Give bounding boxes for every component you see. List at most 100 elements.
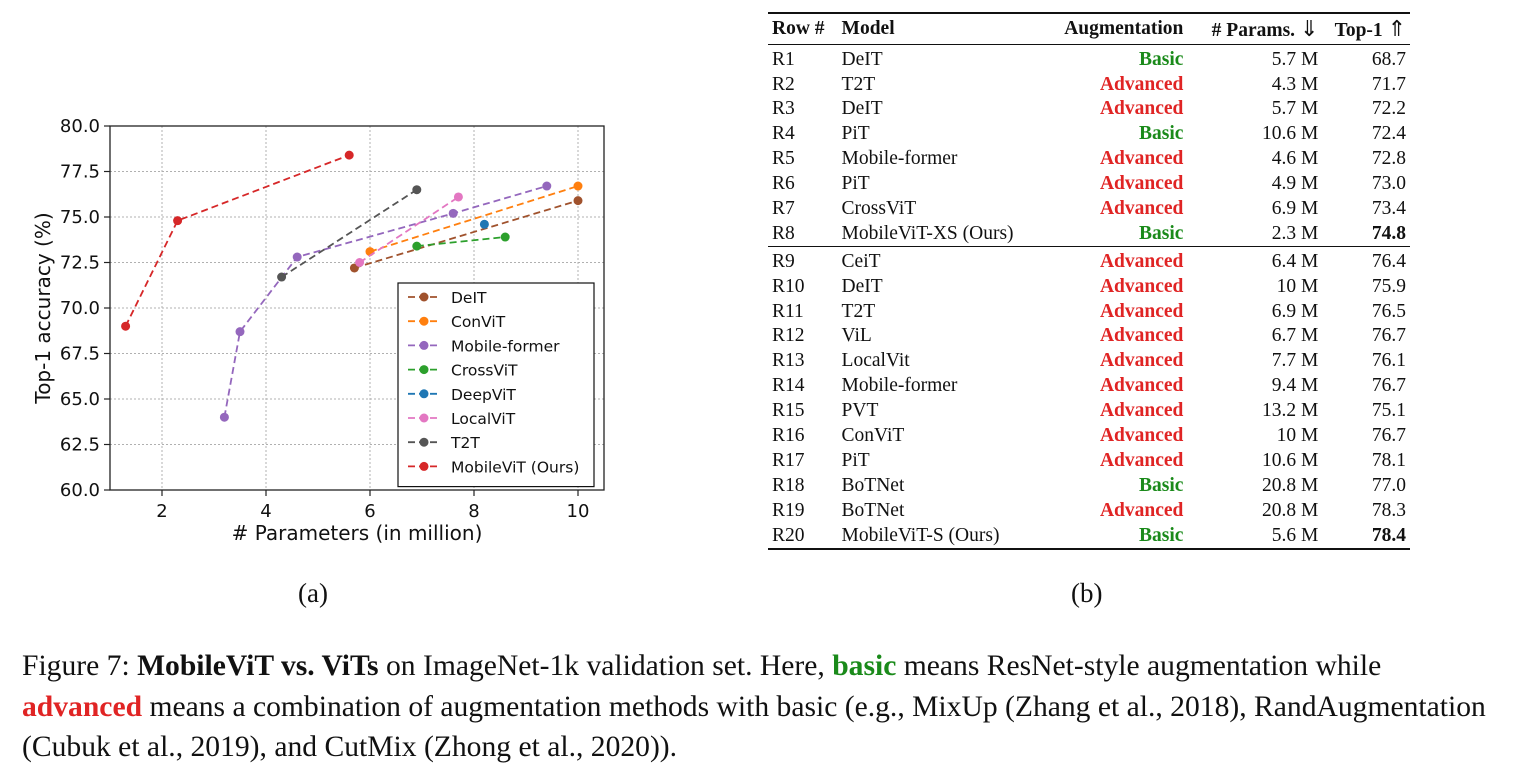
params-cell: 10 M [1276, 425, 1319, 447]
x-axis-label: # Parameters (in million) [232, 521, 483, 545]
caption-basic-keyword: basic [832, 650, 897, 682]
model-cell: PiT [841, 123, 870, 145]
legend-marker [419, 365, 429, 375]
row-number-cell: R12 [772, 325, 805, 347]
params-cell: 9.4 M [1271, 375, 1319, 397]
caption-text-2: means ResNet-style augmentation while [896, 650, 1382, 682]
top1-cell: 76.7 [1371, 425, 1406, 447]
table-row: R8 MobileViT-XS (Ours) Basic 2.3 M 74.8 [768, 221, 1410, 247]
header-top1-label: Top-1 [1334, 20, 1383, 41]
legend-marker [419, 340, 429, 350]
series-t2t [277, 185, 422, 282]
table-row: R2 T2T Advanced 4.3 M 71.7 [768, 72, 1410, 97]
legend-marker [419, 389, 429, 399]
top1-cell: 77.0 [1371, 474, 1406, 496]
augmentation-cell: Basic [1138, 123, 1184, 145]
top1-cell: 72.8 [1371, 148, 1406, 170]
params-cell: 6.7 M [1271, 325, 1319, 347]
data-point [121, 321, 131, 331]
series-line [359, 196, 459, 264]
x-tick-label: 8 [468, 501, 479, 522]
top1-cell: 76.5 [1371, 300, 1406, 322]
model-cell: T2T [841, 73, 876, 95]
augmentation-cell: Advanced [1099, 325, 1184, 347]
params-cell: 6.9 M [1271, 198, 1319, 220]
top1-cell: 68.7 [1371, 48, 1406, 70]
series-mobile-former [219, 181, 552, 422]
table-row: R6 PiT Advanced 4.9 M 73.0 [768, 171, 1410, 196]
top1-cell: 76.7 [1371, 375, 1406, 397]
data-point [500, 232, 510, 242]
legend-marker [419, 316, 429, 326]
legend-label: CrossViT [451, 362, 518, 380]
y-tick-label: 75.0 [60, 207, 100, 228]
model-cell: Mobile-former [841, 148, 958, 170]
row-number-cell: R4 [772, 123, 795, 145]
data-point [355, 258, 365, 267]
row-number-cell: R10 [772, 275, 805, 297]
caption-text-3: means a combination of augmentation meth… [22, 690, 1486, 764]
table-row: R12 ViL Advanced 6.7 M 76.7 [768, 324, 1410, 349]
chart-legend: DeIT ConViT Mobile-former CrossViT DeepViT Lo… [397, 282, 595, 488]
table-row: R20 MobileViT-S (Ours) Basic 5.6 M 78.4 [768, 523, 1410, 549]
top1-cell: 72.2 [1371, 98, 1406, 120]
augmentation-cell: Basic [1138, 222, 1184, 244]
model-cell: DeIT [841, 48, 883, 70]
params-cell: 13.2 M [1262, 400, 1319, 422]
model-cell: Mobile-former [841, 375, 958, 397]
augmentation-cell: Advanced [1099, 173, 1184, 195]
data-point [542, 181, 552, 191]
table-row: R10 DeIT Advanced 10 M 75.9 [768, 274, 1410, 299]
params-cell: 5.7 M [1271, 48, 1319, 70]
augmentation-cell: Advanced [1099, 148, 1184, 170]
data-point [448, 208, 458, 218]
top1-cell: 78.3 [1371, 499, 1406, 521]
line-chart: 2 4 6 8 10 60.0 62.5 65.0 67.5 70.0 72.5 75.0 77.5 80… [31, 116, 605, 545]
model-cell: PiT [841, 173, 870, 195]
augmentation-cell: Basic [1138, 48, 1184, 70]
x-tick-label: 2 [156, 501, 167, 522]
x-tick-label: 10 [567, 501, 590, 522]
top1-cell: 76.1 [1371, 350, 1406, 372]
caption-text-1: on ImageNet-1k validation set. Here, [378, 650, 833, 682]
augmentation-cell: Advanced [1099, 350, 1184, 372]
legend-label: MobileViT (Ours) [451, 458, 579, 476]
model-cell: T2T [841, 300, 876, 322]
params-cell: 6.9 M [1271, 300, 1319, 322]
series-group [121, 150, 583, 422]
x-tick-label: 4 [260, 501, 271, 522]
series-line [281, 188, 418, 278]
augmentation-cell: Advanced [1099, 449, 1184, 471]
top1-cell: 75.1 [1371, 400, 1406, 422]
top1-cell: 74.8 [1371, 222, 1406, 244]
legend-marker [419, 437, 429, 447]
legend-marker [419, 292, 429, 302]
table-header-row: Row # Model Augmentation # Params. ⇓ Top… [768, 13, 1410, 45]
legend-label: DeepViT [451, 386, 516, 404]
results-table: Row # Model Augmentation # Params. ⇓ Top… [768, 12, 1410, 550]
table-row: R13 LocalVit Advanced 7.7 M 76.1 [768, 349, 1410, 374]
augmentation-cell: Advanced [1099, 375, 1184, 397]
params-cell: 10.6 M [1262, 123, 1319, 145]
model-cell: DeIT [841, 98, 883, 120]
header-top1: Top-1 ⇑ [1322, 13, 1410, 45]
y-tick-label: 70.0 [60, 298, 100, 319]
model-cell: PVT [841, 400, 879, 422]
series-deepvit [479, 219, 489, 229]
params-cell: 10.6 M [1262, 449, 1319, 471]
y-tick-label: 65.0 [60, 389, 100, 410]
augmentation-cell: Advanced [1099, 275, 1184, 297]
params-cell: 4.6 M [1271, 148, 1319, 170]
y-tick-label: 72.5 [60, 253, 100, 274]
row-number-cell: R13 [772, 350, 805, 372]
row-number-cell: R14 [772, 375, 805, 397]
header-params: # Params. ⇓ [1187, 13, 1322, 45]
augmentation-cell: Basic [1138, 474, 1184, 496]
table-row: R18 BoTNet Basic 20.8 M 77.0 [768, 473, 1410, 498]
row-number-cell: R1 [772, 48, 795, 70]
y-tick-label: 80.0 [60, 116, 100, 137]
data-point [573, 196, 583, 206]
series-deit [349, 196, 583, 273]
legend-box [397, 282, 595, 488]
table-row: R11 T2T Advanced 6.9 M 76.5 [768, 299, 1410, 324]
